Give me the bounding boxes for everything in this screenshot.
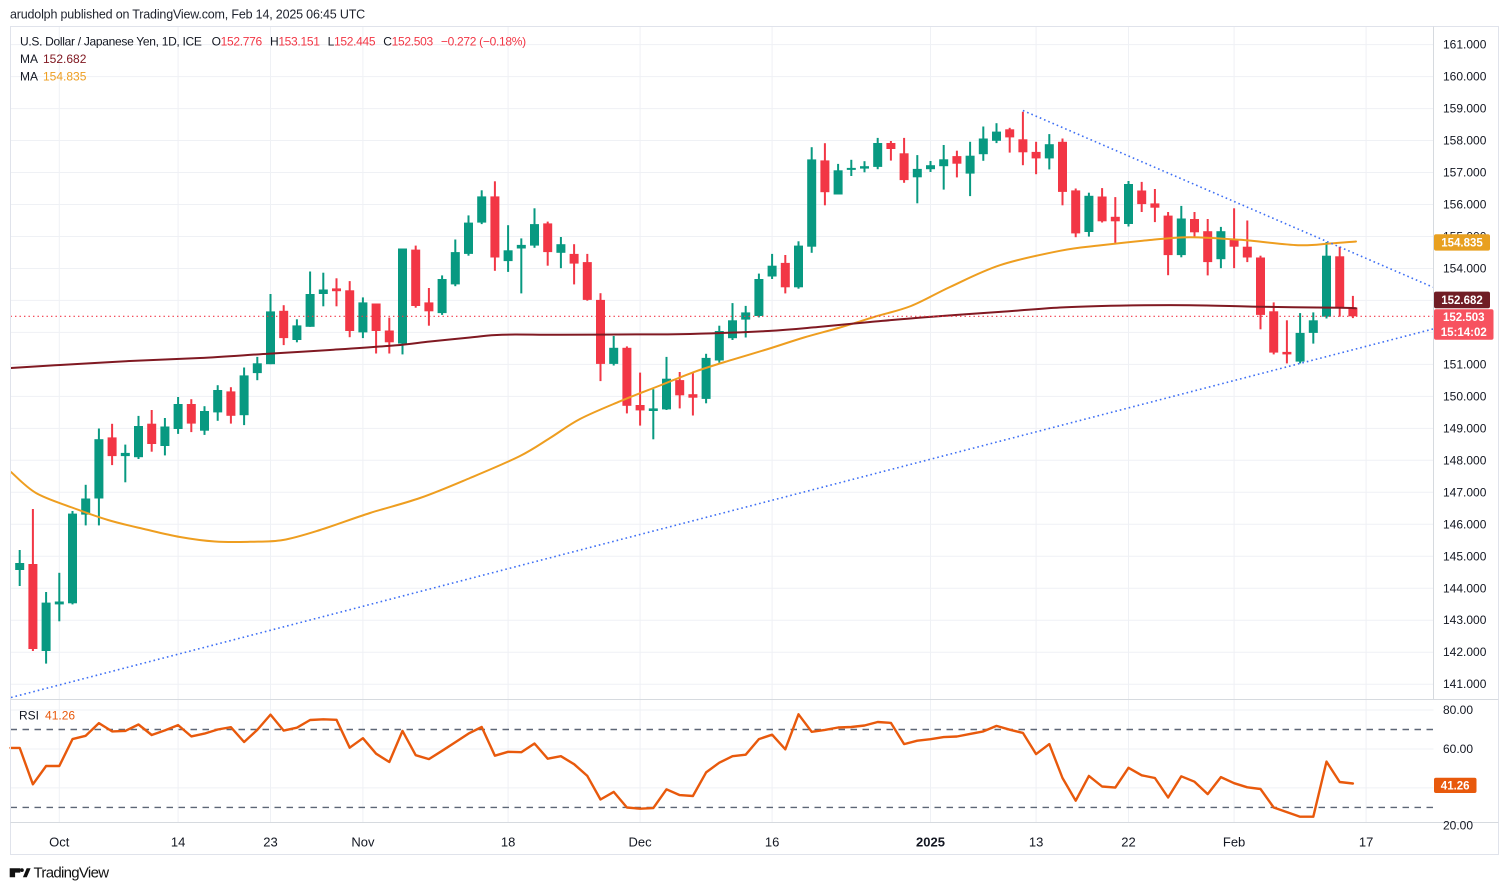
svg-text:Oct: Oct — [49, 835, 70, 850]
svg-text:158.000: 158.000 — [1443, 134, 1487, 148]
svg-text:152.682: 152.682 — [1441, 295, 1483, 307]
svg-text:18: 18 — [501, 835, 515, 850]
svg-text:2025: 2025 — [916, 835, 945, 850]
svg-text:60.00: 60.00 — [1443, 742, 1473, 756]
svg-text:23: 23 — [263, 835, 277, 850]
svg-text:15:14:02: 15:14:02 — [1441, 327, 1487, 339]
svg-text:17: 17 — [1359, 835, 1373, 850]
svg-text:arudolph published on TradingV: arudolph published on TradingView.com, F… — [10, 8, 365, 22]
svg-text:150.000: 150.000 — [1443, 389, 1487, 403]
svg-text:Feb: Feb — [1223, 835, 1245, 850]
svg-text:80.00: 80.00 — [1443, 703, 1473, 717]
svg-text:154.000: 154.000 — [1443, 262, 1487, 276]
svg-text:Dec: Dec — [629, 835, 653, 850]
svg-text:145.000: 145.000 — [1443, 549, 1487, 563]
svg-text:141.000: 141.000 — [1443, 677, 1487, 691]
svg-text:22: 22 — [1121, 835, 1135, 850]
svg-text:144.000: 144.000 — [1443, 581, 1487, 595]
svg-text:159.000: 159.000 — [1443, 102, 1487, 116]
svg-text:143.000: 143.000 — [1443, 613, 1487, 627]
svg-text:16: 16 — [765, 835, 779, 850]
svg-text:148.000: 148.000 — [1443, 453, 1487, 467]
svg-text:156.000: 156.000 — [1443, 198, 1487, 212]
svg-text:154.835: 154.835 — [1441, 237, 1483, 249]
svg-text:41.26: 41.26 — [1441, 780, 1470, 792]
svg-text:152.503: 152.503 — [1443, 312, 1485, 324]
svg-text:20.00: 20.00 — [1443, 818, 1473, 832]
svg-text:146.000: 146.000 — [1443, 517, 1487, 531]
svg-text:157.000: 157.000 — [1443, 166, 1487, 180]
svg-text:U.S. Dollar / Japanese Yen, 1D: U.S. Dollar / Japanese Yen, 1D, ICE O152.… — [20, 35, 526, 49]
svg-text:13: 13 — [1029, 835, 1043, 850]
svg-text:142.000: 142.000 — [1443, 645, 1487, 659]
svg-text:161.000: 161.000 — [1443, 38, 1487, 52]
svg-text:149.000: 149.000 — [1443, 421, 1487, 435]
svg-text:14: 14 — [171, 835, 185, 850]
svg-text:Nov: Nov — [351, 835, 375, 850]
svg-text:TradingView: TradingView — [34, 864, 110, 881]
svg-text:151.000: 151.000 — [1443, 357, 1487, 371]
svg-text:160.000: 160.000 — [1443, 70, 1487, 84]
svg-text:147.000: 147.000 — [1443, 485, 1487, 499]
